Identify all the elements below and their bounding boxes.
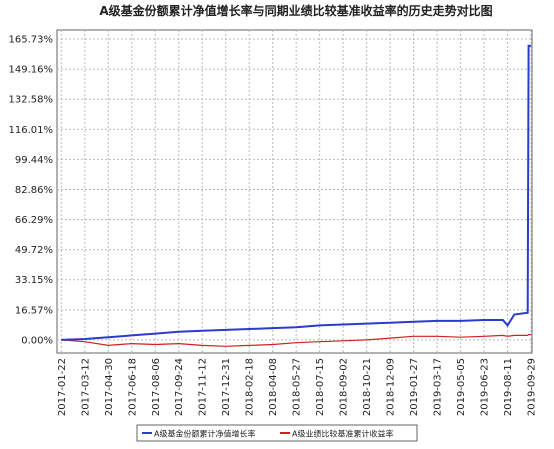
x-tick-label: 2017-08-06 — [151, 358, 162, 416]
x-tick-label: 2018-05-27 — [292, 358, 303, 416]
x-tick-label: 2019-01-27 — [409, 358, 420, 416]
y-tick-label: 149.16% — [9, 65, 54, 76]
x-tick-label: 2019-09-29 — [527, 358, 538, 416]
x-tick-label: 2017-06-18 — [127, 358, 138, 416]
line-series — [61, 44, 531, 341]
y-tick-label: 132.58% — [9, 95, 54, 106]
x-tick-label: 2017-03-12 — [80, 358, 91, 416]
y-tick-label: 16.57% — [15, 305, 53, 316]
line-series — [61, 333, 531, 347]
x-tick-label: 2019-06-23 — [480, 358, 491, 416]
y-tick-label: 165.73% — [9, 35, 54, 46]
x-tick-label: 2019-03-17 — [433, 358, 444, 416]
legend-label: A级业绩比较基准累计收益率 — [292, 429, 393, 439]
x-tick-label: 2017-09-24 — [174, 358, 185, 416]
x-tick-label: 2019-08-11 — [503, 358, 514, 416]
legend-label: A级基金份额累计净值增长率 — [154, 429, 255, 439]
x-tick-label: 2017-12-31 — [221, 358, 232, 416]
legend — [136, 424, 418, 442]
x-tick-label: 2017-11-12 — [198, 358, 209, 416]
x-tick-label: 2018-02-18 — [245, 358, 256, 416]
x-tick-label: 2018-09-02 — [339, 358, 350, 416]
y-tick-label: 0.00% — [21, 335, 53, 346]
y-tick-label: 66.29% — [15, 215, 53, 226]
x-tick-label: 2019-05-05 — [456, 358, 467, 416]
x-tick-label: 2018-12-09 — [386, 358, 397, 416]
y-tick-label: 49.72% — [15, 245, 53, 256]
plot-frame — [56, 29, 533, 354]
y-tick-label: 33.15% — [15, 275, 53, 286]
x-tick-label: 2018-07-15 — [315, 358, 326, 416]
y-tick-label: 116.01% — [9, 125, 54, 136]
x-tick-label: 2018-04-08 — [268, 358, 279, 416]
y-tick-label: 82.86% — [15, 185, 53, 196]
y-tick-label: 99.44% — [15, 155, 53, 166]
x-tick-label: 2017-01-22 — [57, 358, 68, 416]
x-tick-label: 2017-04-30 — [104, 358, 115, 416]
x-tick-label: 2018-10-21 — [362, 358, 373, 416]
chart-title: A级基金份额累计净值增长率与同期业绩比较基准收益率的历史走势对比图 — [99, 3, 492, 18]
